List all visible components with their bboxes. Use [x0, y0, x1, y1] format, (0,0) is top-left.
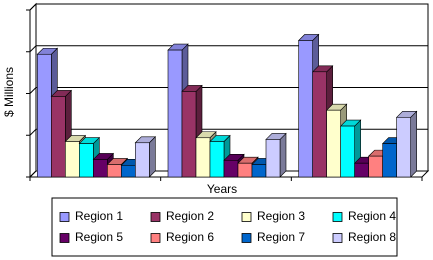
bar-front: [167, 49, 183, 178]
bar: [265, 132, 287, 178]
grid-line: [29, 128, 428, 136]
bar-front: [265, 139, 281, 178]
bar: [134, 136, 157, 178]
bar-front: [181, 91, 197, 178]
bar-front: [368, 155, 383, 178]
bar-front: [195, 137, 211, 178]
legend-swatch: [332, 233, 343, 243]
legend-label: Region 8: [348, 230, 396, 244]
bar-side: [279, 132, 287, 178]
legend-swatch: [59, 212, 70, 222]
bar-front: [340, 125, 355, 178]
bar-front: [396, 116, 411, 178]
bar-front: [51, 96, 66, 178]
legend-label: Region 1: [75, 209, 123, 223]
bar-front: [382, 143, 397, 178]
bar-front: [354, 162, 369, 178]
bar-side: [410, 110, 417, 178]
grid-line: [29, 3, 428, 11]
legend-swatch: [150, 212, 161, 222]
bar-front: [312, 71, 327, 178]
grid-line: [29, 87, 428, 94]
bar: [395, 110, 418, 178]
bar-front: [326, 109, 341, 178]
legend-swatch: [241, 212, 252, 222]
bar-front: [209, 141, 225, 178]
bar-front: [237, 162, 253, 178]
bar-front: [223, 160, 239, 178]
bar-front: [65, 141, 80, 178]
bar-front: [37, 53, 52, 178]
x-axis-label: Years: [207, 182, 237, 196]
bar-front: [298, 40, 313, 178]
bar-side: [149, 136, 156, 178]
grid-line: [29, 170, 428, 178]
legend-label: Region 5: [75, 230, 123, 244]
legend-swatch: [332, 212, 343, 222]
bar-front: [251, 164, 267, 178]
legend-label: Region 2: [166, 209, 214, 223]
bar-front: [121, 165, 136, 178]
bar-front: [135, 142, 150, 178]
legend-label: Region 4: [348, 209, 396, 223]
bar-front: [93, 159, 108, 178]
legend-label: Region 3: [257, 209, 305, 223]
grid-line: [29, 45, 428, 53]
legend-swatch: [59, 233, 70, 243]
legend-swatch: [241, 233, 252, 243]
bar-front: [79, 143, 94, 178]
legend-swatch: [150, 233, 161, 243]
legend-label: Region 6: [166, 230, 214, 244]
legend-box: [51, 197, 398, 257]
y-axis-label: $ Millions: [2, 67, 16, 117]
bar-front: [107, 164, 122, 178]
legend-label: Region 7: [257, 230, 305, 244]
